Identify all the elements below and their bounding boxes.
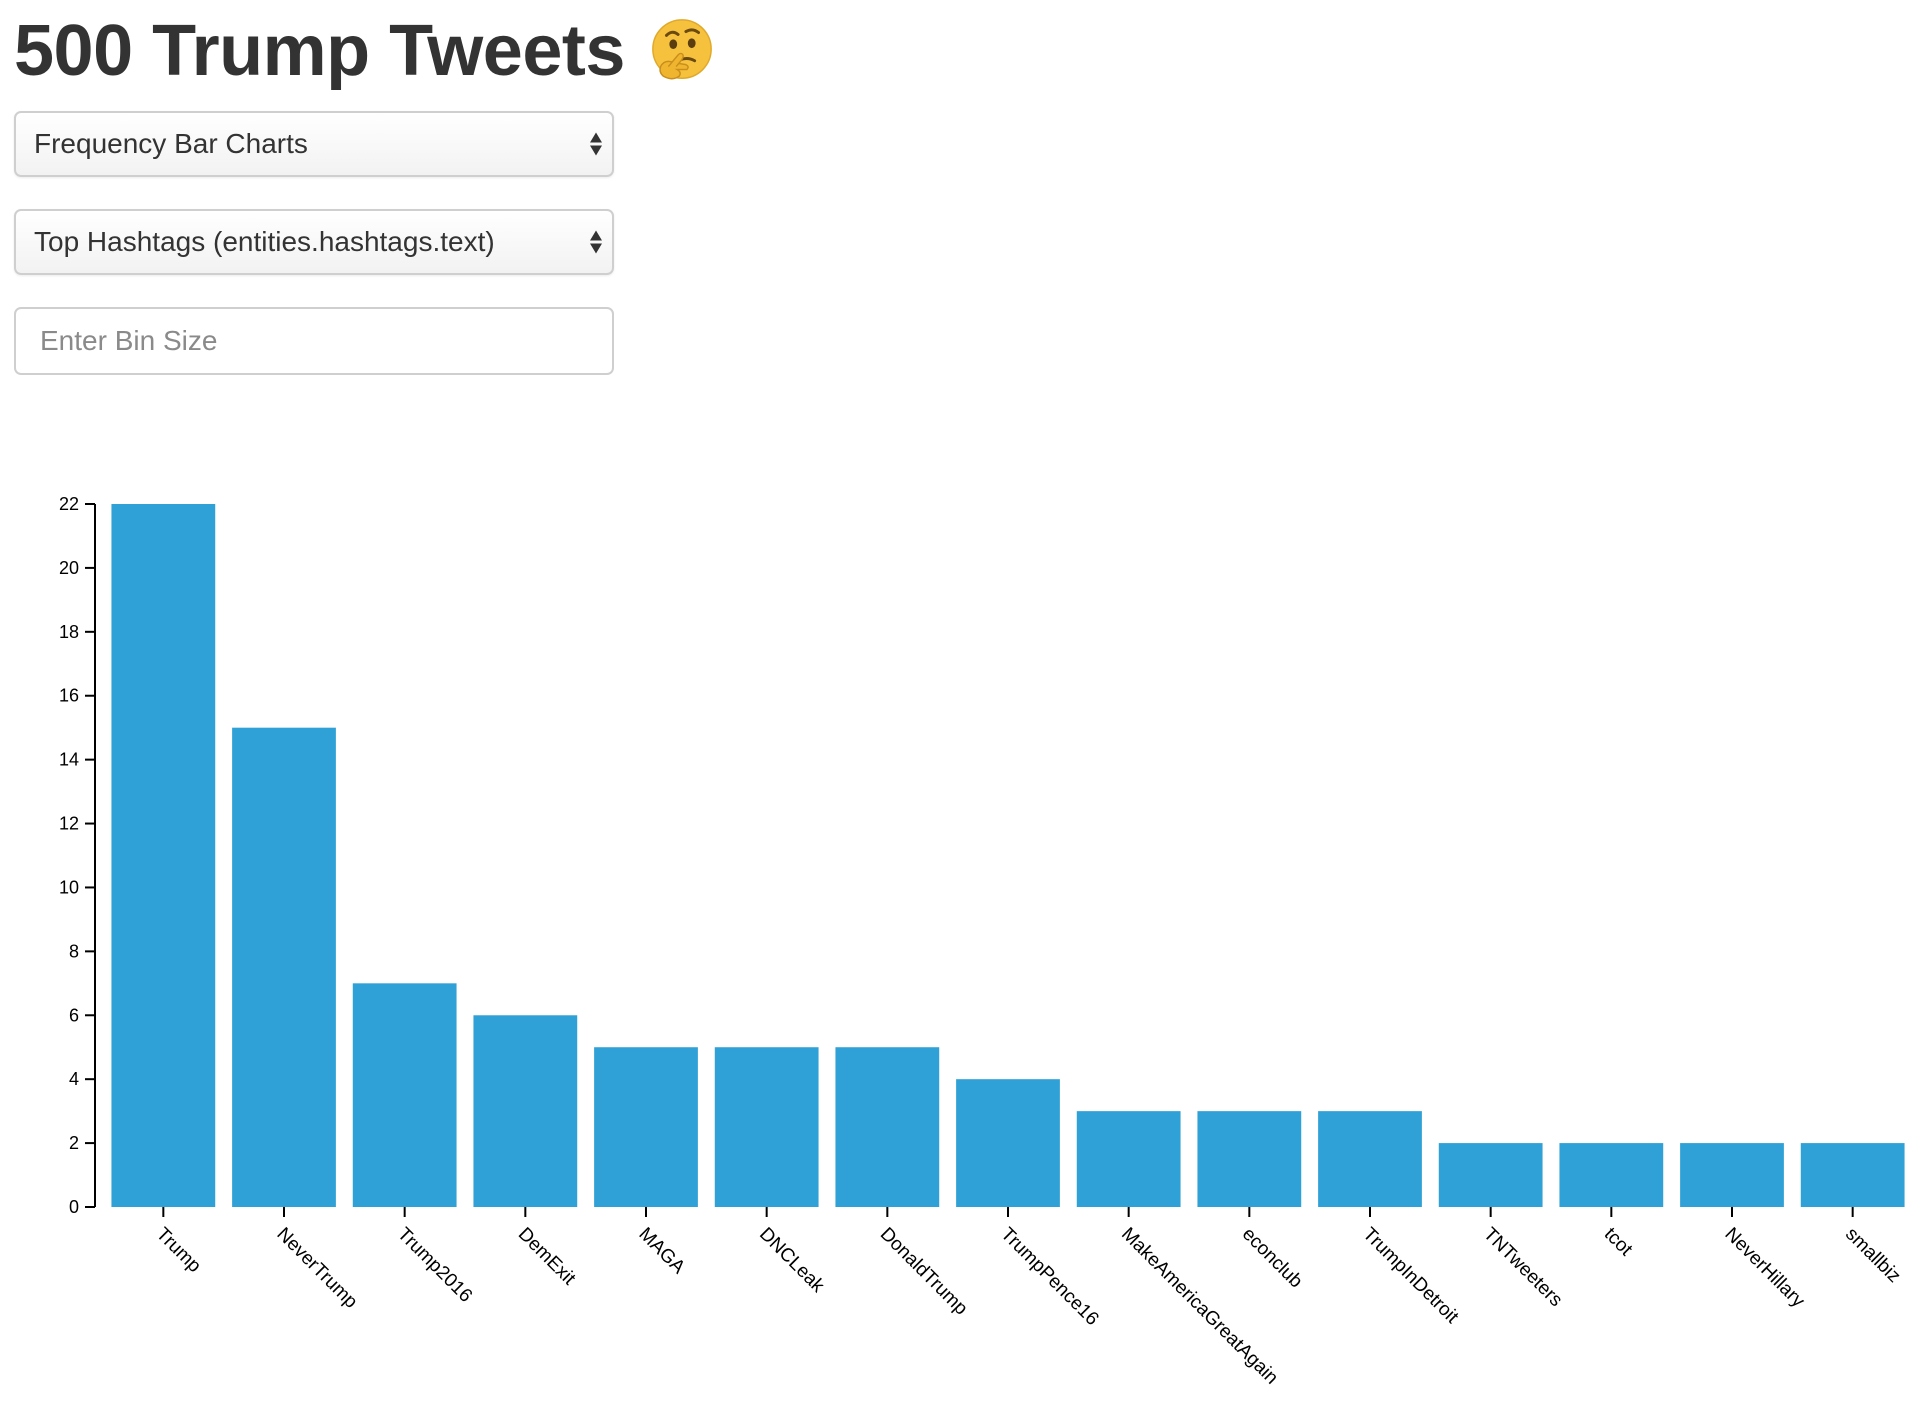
y-tick-label: 20 xyxy=(59,558,79,578)
bar-tcot[interactable] xyxy=(1559,1143,1664,1207)
y-tick-label: 10 xyxy=(59,877,79,897)
x-tick-label: TNTweeters xyxy=(1479,1224,1566,1311)
x-tick-label: DonaldTrump xyxy=(876,1224,972,1320)
hashtag-frequency-bar-chart: 0 2 4 6 8 10 12 14 16 18 20 22 Trump NeverTrump Trump2… xyxy=(59,494,1905,1389)
title-row: 500 Trump Tweets xyxy=(14,6,717,96)
x-tick-label: NeverHillary xyxy=(1720,1224,1808,1312)
bar-trump[interactable] xyxy=(111,504,216,1207)
x-tick-label: TrumpPence16 xyxy=(996,1224,1102,1330)
bar-trumpindetroit[interactable] xyxy=(1318,1111,1422,1207)
x-tick-label: TrumpInDetroit xyxy=(1358,1224,1462,1328)
y-tick-label: 22 xyxy=(59,494,79,514)
chart-type-select[interactable]: Frequency Bar Charts xyxy=(14,111,614,177)
x-tick-label: Trump xyxy=(152,1224,205,1277)
bar-dncleak[interactable] xyxy=(714,1047,819,1207)
bar-trump2016[interactable] xyxy=(352,983,457,1207)
x-tick-label: DNCLeak xyxy=(755,1224,828,1297)
y-tick-label: 12 xyxy=(59,814,79,834)
bar-econclub[interactable] xyxy=(1197,1111,1302,1207)
y-tick-label: 4 xyxy=(69,1069,79,1089)
y-tick-label: 6 xyxy=(69,1005,79,1025)
x-tick-label: MAGA xyxy=(634,1224,689,1279)
y-tick-label: 8 xyxy=(69,941,79,961)
y-tick-label: 2 xyxy=(69,1133,79,1153)
y-tick-label: 18 xyxy=(59,622,79,642)
bar-demexit[interactable] xyxy=(473,1015,578,1207)
field-select[interactable]: Top Hashtags (entities.hashtags.text) xyxy=(14,209,614,275)
thinking-face-icon xyxy=(651,19,712,80)
bar-smallbiz[interactable] xyxy=(1800,1143,1905,1207)
select-arrows-icon xyxy=(590,132,602,156)
bar-tntweeters[interactable] xyxy=(1438,1143,1543,1207)
bar-nevertrump[interactable] xyxy=(232,727,336,1207)
bin-size-input[interactable] xyxy=(14,307,614,375)
bar-neverhillary[interactable] xyxy=(1680,1143,1784,1207)
x-tick-label: DemExit xyxy=(514,1224,580,1290)
x-axis: Trump NeverTrump Trump2016 DemExit MAGA DNCLe… xyxy=(152,1207,1905,1389)
bars xyxy=(111,504,1905,1207)
y-tick-label: 0 xyxy=(69,1197,79,1217)
y-tick-label: 16 xyxy=(59,686,79,706)
bar-trumppence16[interactable] xyxy=(956,1079,1060,1207)
y-axis: 0 2 4 6 8 10 12 14 16 18 20 22 xyxy=(59,494,96,1217)
bar-donaldtrump[interactable] xyxy=(835,1047,940,1207)
select-arrows-icon xyxy=(590,230,602,254)
y-tick-label: 14 xyxy=(59,750,79,770)
x-tick-label: econclub xyxy=(1238,1224,1307,1293)
page-title: 500 Trump Tweets xyxy=(14,11,625,91)
x-tick-label: smallbiz xyxy=(1841,1224,1904,1287)
chart-type-select-value: Frequency Bar Charts xyxy=(34,128,308,159)
field-select-value: Top Hashtags (entities.hashtags.text) xyxy=(34,226,495,257)
x-tick-label: Trump2016 xyxy=(393,1224,476,1307)
x-tick-label: NeverTrump xyxy=(272,1224,361,1313)
x-tick-label: tcot xyxy=(1600,1224,1637,1261)
bar-makeamericagreatagain[interactable] xyxy=(1076,1111,1181,1207)
bar-maga[interactable] xyxy=(594,1047,698,1207)
